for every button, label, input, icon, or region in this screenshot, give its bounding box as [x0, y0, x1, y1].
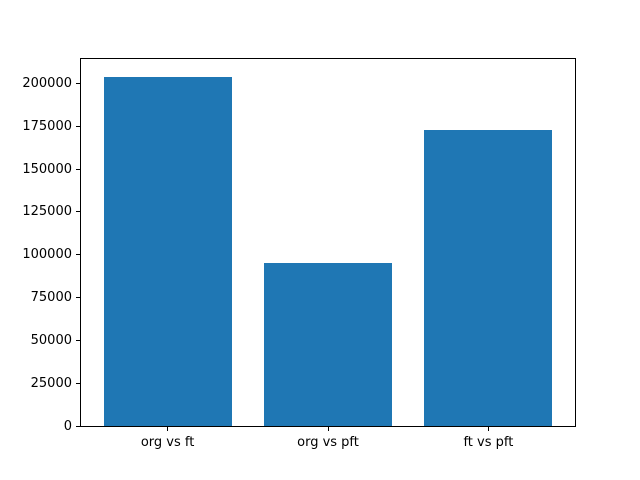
bar-org-vs-ft: [103, 76, 232, 426]
y-tick-label: 200000: [22, 75, 72, 91]
y-tick-mark: [76, 339, 80, 341]
y-tick-mark: [76, 168, 80, 170]
x-tick-label: org vs pft: [297, 435, 359, 450]
y-tick-mark: [76, 382, 80, 384]
y-tick-label: 25000: [30, 375, 72, 391]
y-tick-mark: [76, 211, 80, 213]
y-tick-label: 175000: [22, 118, 72, 134]
y-tick-mark: [76, 425, 80, 427]
y-tick-label: 75000: [30, 290, 72, 305]
x-tick-label: ft vs pft: [463, 435, 514, 450]
y-tick-label: 125000: [22, 204, 72, 220]
bar-ft-vs-pft: [424, 129, 553, 426]
x-tick-label: org vs ft: [140, 435, 195, 450]
x-tick-mark: [167, 427, 169, 431]
y-tick-mark: [76, 125, 80, 127]
plot-area: [80, 58, 576, 427]
y-tick-label: 150000: [22, 161, 72, 177]
y-tick-mark: [76, 82, 80, 84]
x-tick-mark: [487, 427, 489, 431]
y-tick-mark: [76, 297, 80, 298]
y-tick-label: 50000: [30, 332, 72, 348]
y-tick-mark: [76, 254, 80, 256]
y-tick-label: 0: [63, 418, 72, 434]
y-tick-label: 100000: [22, 247, 72, 263]
bar-org-vs-pft: [263, 263, 393, 426]
x-tick-mark: [327, 427, 329, 431]
